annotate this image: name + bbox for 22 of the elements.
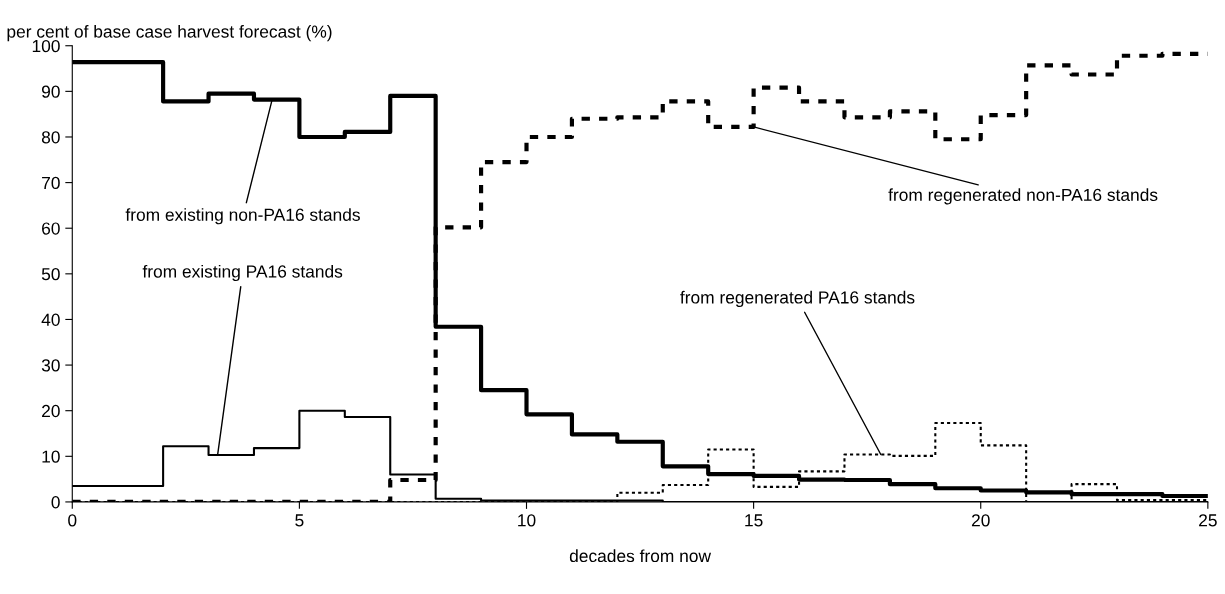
- annotation: from regenerated non-PA16 stands: [888, 188, 1158, 205]
- x-axis-title: decades from now: [569, 549, 712, 563]
- x-tick-label: 5: [295, 514, 304, 527]
- x-tick-label: 25: [1199, 514, 1217, 527]
- y-tick-label: 80: [41, 131, 60, 144]
- annotation: from regenerated PA16 stands: [680, 290, 915, 308]
- y-tick-label: 50: [41, 268, 60, 281]
- y-tick-label: 30: [41, 359, 60, 372]
- x-tick-label: 10: [518, 514, 536, 527]
- annotation: from existing PA16 stands: [142, 264, 343, 282]
- y-tick-label: 60: [42, 222, 60, 235]
- x-tick-label: 0: [68, 514, 77, 527]
- y-tick-label: 20: [42, 404, 60, 418]
- y-tick-label: 100: [32, 39, 60, 53]
- annotation: from existing non-PA16 stands: [125, 208, 360, 225]
- x-tick-label: 15: [745, 514, 763, 527]
- y-tick-label: 0: [51, 496, 60, 509]
- y-tick-label: 40: [41, 313, 60, 326]
- y-tick-label: 90: [41, 85, 60, 98]
- y-tick-label: 70: [42, 176, 60, 190]
- y-tick-label: 10: [42, 450, 60, 463]
- x-tick-label: 20: [971, 514, 990, 527]
